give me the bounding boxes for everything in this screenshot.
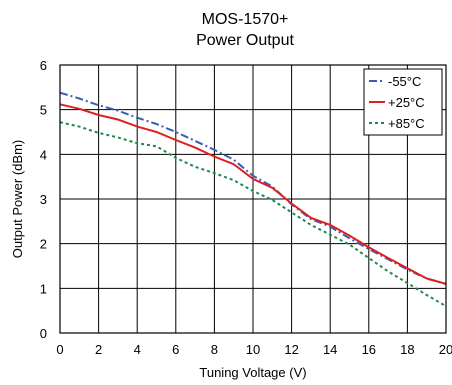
legend-label-1: -55°C <box>388 74 421 89</box>
x-tick-label: 20 <box>439 342 452 357</box>
series-lines <box>59 91 447 308</box>
x-tick-label: 14 <box>323 342 337 357</box>
chart-subtitle: Power Output <box>196 32 294 49</box>
x-axis-label: Tuning Voltage (V) <box>199 365 306 380</box>
chart-title: MOS-1570+ <box>202 11 289 28</box>
y-axis-label: Output Power (dBm) <box>10 140 25 259</box>
legend: -55°C +25°C +85°C <box>363 68 443 136</box>
y-tick-label: 1 <box>40 281 47 296</box>
legend-label-3: +85°C <box>388 116 425 131</box>
y-tick-label: 5 <box>40 103 47 118</box>
y-tick-label: 4 <box>40 147 47 162</box>
x-tick-label: 12 <box>284 342 298 357</box>
y-tick-label: 3 <box>40 192 47 207</box>
x-tick-label: 4 <box>134 342 141 357</box>
series-line-3 <box>59 121 447 308</box>
plot-frame <box>59 64 447 334</box>
series-line-1 <box>59 91 447 285</box>
x-tick-label: 2 <box>95 342 102 357</box>
legend-label-2: +25°C <box>388 95 425 110</box>
x-tick-label: 0 <box>56 342 63 357</box>
x-tick-label: 18 <box>400 342 414 357</box>
x-tick-label: 6 <box>172 342 179 357</box>
y-tick-label: 0 <box>40 326 47 341</box>
y-tick-labels: 0 1 2 3 4 5 6 <box>40 58 47 341</box>
x-tick-label: 8 <box>211 342 218 357</box>
x-tick-labels: 0 2 4 6 8 10 12 14 16 18 20 <box>56 342 452 357</box>
y-tick-label: 2 <box>40 237 47 252</box>
x-tick-label: 16 <box>362 342 376 357</box>
y-tick-label: 6 <box>40 58 47 73</box>
x-tick-label: 10 <box>246 342 260 357</box>
